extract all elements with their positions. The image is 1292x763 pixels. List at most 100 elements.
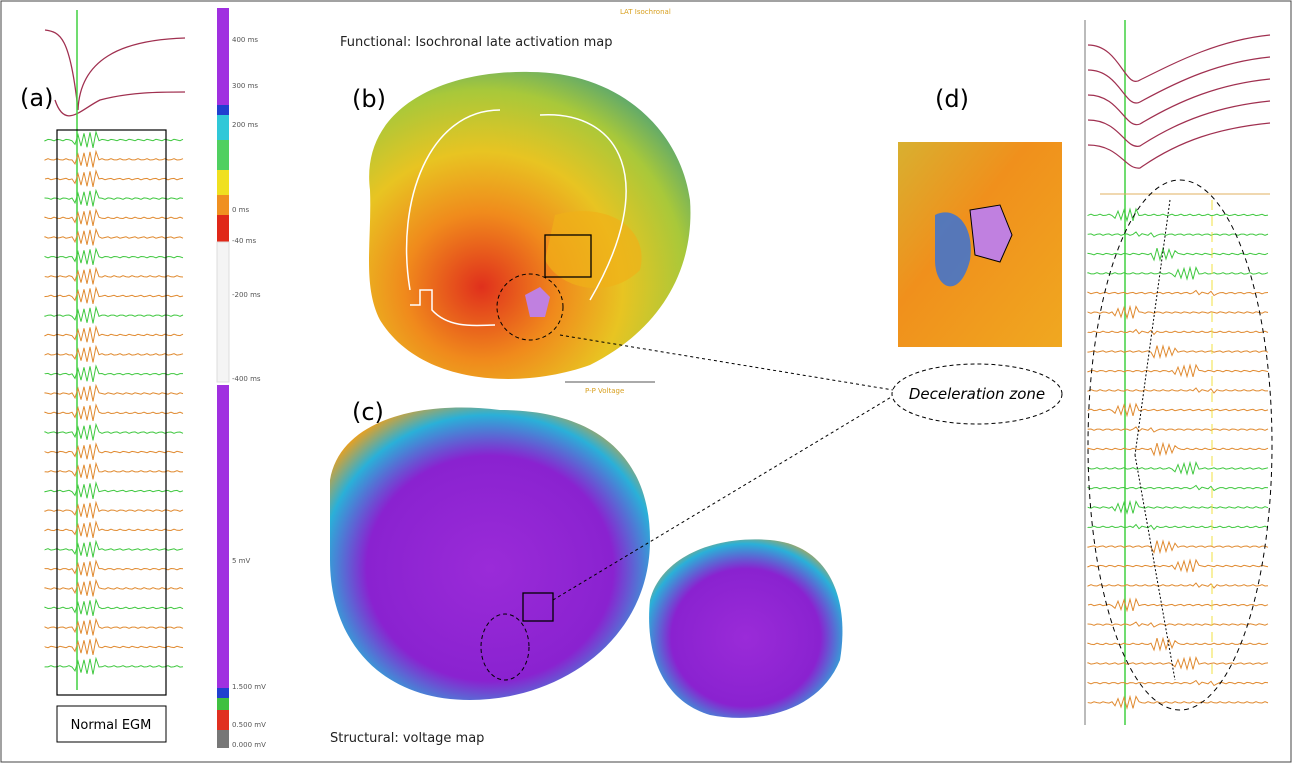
colorbar-label: 0.500 mV [232, 721, 266, 729]
egm-trace [44, 364, 183, 382]
zoom-box [544, 234, 592, 278]
egm-trace [1087, 304, 1269, 320]
egm-trace [1087, 265, 1269, 281]
panel-label: (c) [352, 398, 384, 426]
egm-box [56, 129, 167, 696]
egm-trace [44, 383, 184, 402]
egm-trace [1087, 558, 1269, 574]
egm-trace [44, 130, 184, 148]
activation-arrow [539, 114, 627, 301]
egm-trace [44, 559, 184, 577]
egm-trace [1087, 441, 1269, 457]
egm-trace [44, 188, 184, 207]
zoom-spot [969, 204, 1013, 263]
colorbar-label: 1.500 mV [232, 683, 266, 691]
egm-trace [44, 286, 184, 304]
egm-trace [44, 598, 184, 616]
voltage-zoom-box [522, 592, 554, 622]
egm-trace [1087, 246, 1269, 262]
egm-trace [1087, 460, 1269, 476]
egm-trace [44, 344, 184, 363]
egm-trace [44, 637, 184, 655]
egm-trace [44, 481, 184, 499]
normal-egm-label: Normal EGM [71, 718, 152, 733]
voltage-zone-circle [480, 613, 530, 681]
egm-trace [44, 29, 186, 111]
egm-trace [1087, 679, 1269, 687]
lat-map-label: LAT Isochronal [620, 8, 671, 16]
egm-trace [44, 500, 184, 519]
colorbar-label: -400 ms [232, 375, 261, 383]
egm-trace [1087, 100, 1271, 147]
egm-trace [1087, 426, 1269, 433]
egm-trace [1087, 344, 1269, 360]
zoom-blue [935, 212, 971, 287]
egm-trace [44, 247, 184, 265]
panel-label: (a) [20, 84, 53, 112]
egm-trace [44, 656, 184, 675]
egm-trace [1087, 387, 1268, 394]
egm-trace [1087, 499, 1269, 515]
colorbar-label: 300 ms [232, 82, 258, 90]
activation-arrow [405, 109, 501, 327]
zone-circle [496, 273, 564, 341]
voltage-map-small [649, 539, 843, 718]
egm-trace [1087, 56, 1271, 104]
panel-label: (b) [352, 85, 386, 113]
egm-trace [1087, 289, 1269, 297]
egm-trace [44, 169, 184, 187]
egm-traces-left [44, 10, 186, 690]
egm-trace [1087, 207, 1269, 223]
egm-trace [44, 227, 184, 246]
egm-trace [1087, 636, 1269, 652]
egm-trace [1087, 694, 1269, 710]
voltage-map-label: P-P Voltage [585, 387, 624, 395]
egm-trace [1087, 402, 1269, 418]
lat-map [369, 71, 691, 379]
voltage-map [330, 407, 650, 700]
egm-trace [44, 403, 184, 421]
colorbar-label: -200 ms [232, 291, 261, 299]
connector [552, 395, 894, 601]
egm-trace [1087, 78, 1271, 126]
egm-trace [1087, 328, 1269, 336]
egm-trace [44, 266, 184, 285]
egm-trace [1087, 621, 1269, 628]
colorbar-label: 5 mV [232, 557, 250, 565]
colorbar-label: 200 ms [232, 121, 258, 129]
colorbar-label: 0.000 mV [232, 741, 266, 749]
colorbar-label: -40 ms [232, 237, 256, 245]
egm-trace [44, 442, 184, 460]
deceleration-ellipse [891, 363, 1063, 425]
egm-trace [44, 520, 184, 538]
egm-trace [44, 578, 184, 597]
panel-label: (d) [935, 85, 969, 113]
egm-trace [1087, 34, 1271, 83]
functional-title: Functional: Isochronal late activation m… [340, 35, 613, 50]
egm-trace [1087, 582, 1269, 589]
egm-trace [1087, 231, 1269, 238]
egm-trace [1087, 655, 1269, 671]
egm-trace [44, 539, 184, 558]
arrow-line [1134, 199, 1171, 456]
egm-trace [1087, 597, 1269, 613]
zone-spot [525, 287, 550, 317]
egm-trace [1087, 484, 1269, 492]
egm-trace [1087, 363, 1269, 379]
egm-trace [44, 422, 184, 441]
egm-trace [44, 617, 184, 636]
egm-trace [44, 325, 184, 343]
egm-trace [54, 91, 186, 117]
egm-trace [44, 305, 184, 324]
colorbar-label: 400 ms [232, 36, 258, 44]
egm-trace [44, 208, 184, 226]
colorbar-label: 0 ms [232, 206, 249, 214]
fractionation-ellipse [1087, 179, 1273, 711]
egm-trace [1087, 523, 1269, 531]
egm-trace [44, 461, 184, 480]
connector [559, 334, 894, 391]
egm-trace [44, 149, 184, 168]
egm-trace [1087, 122, 1271, 169]
